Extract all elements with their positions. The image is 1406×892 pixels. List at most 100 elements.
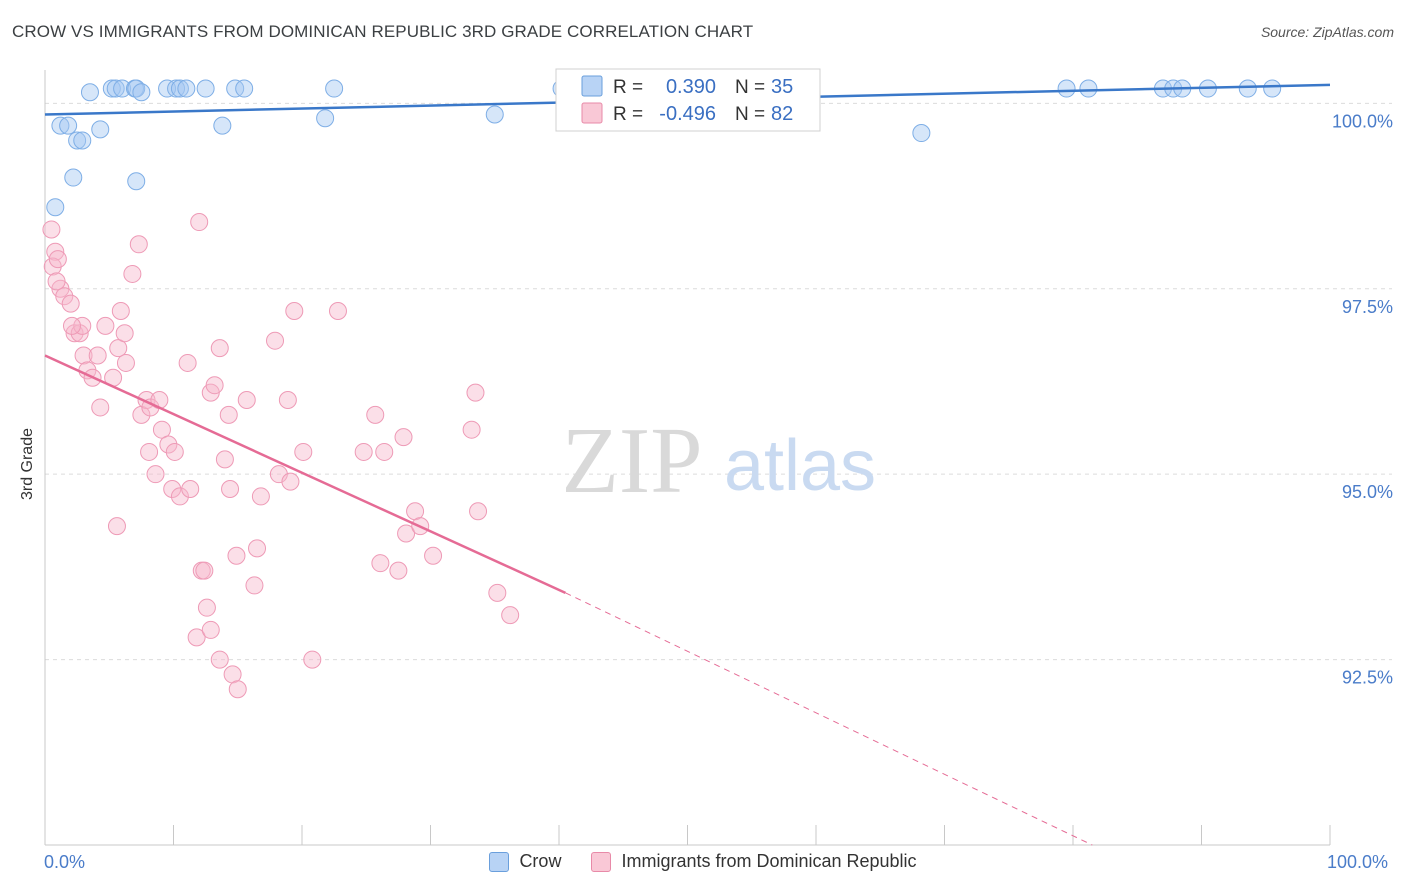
data-point-immigrants xyxy=(389,561,408,580)
axes xyxy=(44,70,1331,846)
grid-lines xyxy=(45,102,1392,661)
data-point-immigrants xyxy=(328,302,347,321)
data-point-crow xyxy=(127,172,146,191)
data-point-immigrants xyxy=(62,316,81,335)
data-point-immigrants xyxy=(178,353,197,372)
legend-box: R = 0.390 N = 35 R = -0.496 N = 82 xyxy=(555,68,821,132)
data-point-immigrants xyxy=(210,650,229,669)
data-point-immigrants xyxy=(366,405,385,424)
data-point-immigrants xyxy=(245,576,264,595)
x-tick-label-max: 100.0% xyxy=(1327,852,1389,872)
data-point-crow xyxy=(1057,79,1076,98)
legend-r-label: R = xyxy=(613,104,643,125)
data-point-immigrants xyxy=(46,242,65,261)
data-point-immigrants xyxy=(285,302,304,321)
data-point-immigrants xyxy=(88,346,107,365)
data-point-immigrants xyxy=(152,420,171,439)
data-point-immigrants xyxy=(96,316,115,335)
trend-line-immigrants xyxy=(44,354,566,594)
data-point-immigrants xyxy=(219,405,238,424)
data-point-immigrants xyxy=(181,480,200,499)
data-point-crow xyxy=(170,79,189,98)
data-point-crow xyxy=(132,83,151,102)
data-point-immigrants xyxy=(215,450,234,469)
data-point-crow xyxy=(113,79,132,98)
data-point-immigrants xyxy=(488,583,507,602)
bottom-legend-label-crow: Crow xyxy=(519,851,562,871)
data-point-crow xyxy=(213,116,232,135)
data-point-crow xyxy=(73,131,92,150)
data-point-immigrants xyxy=(187,628,206,647)
data-point-immigrants xyxy=(237,391,256,410)
series-immigrants-points xyxy=(42,213,520,699)
data-point-immigrants xyxy=(210,339,229,358)
legend-swatch xyxy=(581,75,603,97)
data-point-crow xyxy=(235,79,254,98)
legend-n-label: N = xyxy=(735,104,765,125)
bottom-legend: Crow Immigrants from Dominican Republic xyxy=(0,851,1406,872)
bottom-legend-item-crow: Crow xyxy=(489,851,561,872)
data-point-immigrants xyxy=(269,465,288,484)
data-point-crow xyxy=(59,116,78,135)
data-point-immigrants xyxy=(146,465,165,484)
data-point-crow xyxy=(1238,79,1257,98)
chart-title: CROW VS IMMIGRANTS FROM DOMINICAN REPUBL… xyxy=(12,22,754,41)
data-point-crow xyxy=(325,79,344,98)
legend-n-value: 35 xyxy=(771,76,793,98)
data-point-immigrants xyxy=(107,517,126,536)
data-point-immigrants xyxy=(251,487,270,506)
y-tick-label: 92.5% xyxy=(1342,668,1393,688)
watermark: ZIP atlas xyxy=(562,409,877,513)
data-point-crow xyxy=(1079,79,1098,98)
data-point-immigrants xyxy=(109,339,128,358)
data-point-immigrants xyxy=(221,480,240,499)
data-point-immigrants xyxy=(397,524,416,543)
data-point-crow xyxy=(316,109,335,128)
legend-n-label: N = xyxy=(735,77,765,98)
data-point-crow xyxy=(912,124,931,143)
data-point-immigrants xyxy=(303,650,322,669)
legend-swatch xyxy=(581,102,603,124)
y-axis-label: 3rd Grade xyxy=(19,427,36,501)
data-point-immigrants xyxy=(294,442,313,461)
legend-r-value: -0.496 xyxy=(659,103,716,125)
bottom-legend-label-immigrants: Immigrants from Dominican Republic xyxy=(621,851,917,871)
data-point-immigrants xyxy=(227,546,246,565)
data-point-immigrants xyxy=(47,272,66,291)
data-point-immigrants xyxy=(115,324,134,343)
data-point-immigrants xyxy=(354,442,373,461)
data-point-crow xyxy=(46,198,65,217)
data-point-immigrants xyxy=(170,487,189,506)
y-tick-labels: 100.0% 97.5% 95.0% 92.5% xyxy=(1332,111,1393,687)
y-tick-label: 100.0% xyxy=(1332,111,1393,131)
data-point-immigrants xyxy=(55,287,74,306)
data-point-immigrants xyxy=(91,398,110,417)
data-point-immigrants xyxy=(129,235,148,254)
y-tick-label: 95.0% xyxy=(1342,482,1393,502)
data-point-immigrants xyxy=(469,502,488,521)
data-point-immigrants xyxy=(424,546,443,565)
data-point-immigrants xyxy=(111,302,130,321)
trend-line-immigrants-extension xyxy=(565,592,1093,846)
source-label: Source: ZipAtlas.com xyxy=(1260,24,1394,40)
data-point-immigrants xyxy=(61,294,80,313)
data-point-immigrants xyxy=(278,391,297,410)
data-point-immigrants xyxy=(123,264,142,283)
data-point-immigrants xyxy=(248,539,267,558)
data-point-crow xyxy=(167,79,186,98)
data-point-immigrants xyxy=(74,346,93,365)
data-point-crow xyxy=(177,79,196,98)
data-point-crow xyxy=(485,105,504,124)
immigrants-swatch xyxy=(591,851,612,872)
data-point-immigrants xyxy=(466,383,485,402)
y-tick-label: 97.5% xyxy=(1342,297,1393,317)
data-point-immigrants xyxy=(140,442,159,461)
data-point-immigrants xyxy=(163,480,182,499)
data-point-immigrants xyxy=(165,442,184,461)
watermark-atlas: atlas xyxy=(724,426,876,506)
data-point-immigrants xyxy=(375,442,394,461)
data-point-immigrants xyxy=(201,620,220,639)
x-tick-label-min: 0.0% xyxy=(44,852,86,872)
watermark-zip: ZIP xyxy=(562,409,703,513)
